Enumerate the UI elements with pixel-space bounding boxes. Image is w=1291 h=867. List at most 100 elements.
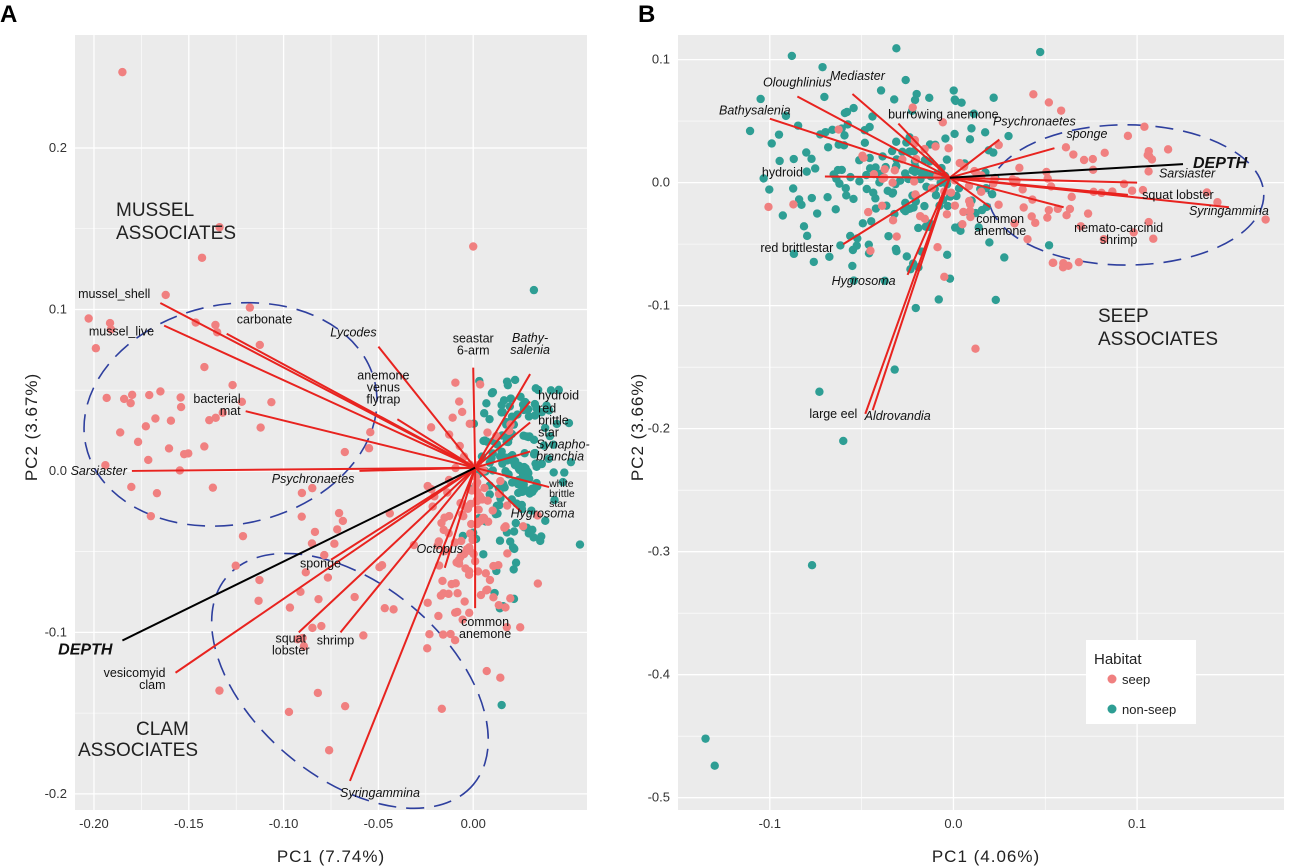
point-nonseep <box>497 408 506 417</box>
vector-line <box>163 324 476 469</box>
point-nonseep <box>788 184 798 193</box>
ticks-a: -0.20 -0.15 -0.10 -0.05 0.00 -0.2 -0.1 0.0 0.1 0.… <box>45 140 486 831</box>
point-nonseep <box>821 127 830 137</box>
point-nonseep <box>525 489 534 498</box>
point-nonseep <box>862 184 871 194</box>
point-seep <box>454 559 464 568</box>
point-nonseep <box>911 303 920 313</box>
point-seep <box>126 398 135 408</box>
vector-label: Lycodes <box>330 326 376 340</box>
group-label-mussel-2: ASSOCIATES <box>116 223 236 244</box>
depth-vector <box>949 163 1184 179</box>
point-seep <box>115 428 125 437</box>
vector-line <box>949 176 1230 209</box>
point-seep <box>184 449 193 458</box>
vector-line <box>396 418 476 469</box>
point-nonseep <box>989 93 998 102</box>
vector-label: Aldrovandia <box>864 409 931 423</box>
point-nonseep <box>511 518 520 528</box>
point-nonseep <box>778 211 788 220</box>
point-nonseep <box>529 285 539 295</box>
y-tick-label: 0.2 <box>49 140 67 155</box>
point-seep <box>462 545 472 554</box>
point-seep <box>938 118 948 127</box>
point-nonseep <box>891 244 901 254</box>
point-seep <box>533 579 543 588</box>
point-seep <box>496 673 505 682</box>
point-nonseep <box>989 148 998 157</box>
point-seep <box>1261 215 1270 224</box>
point-seep <box>1069 150 1078 159</box>
vector-line <box>769 117 951 179</box>
point-nonseep <box>1000 253 1009 262</box>
vector-label: shrimp <box>317 633 355 647</box>
y-tick-label: -0.3 <box>648 544 670 559</box>
point-seep <box>101 460 110 470</box>
vector-label: Psychronaetes <box>993 115 1076 129</box>
point-seep <box>451 378 460 387</box>
point-nonseep <box>836 241 845 250</box>
point-seep <box>152 488 162 498</box>
vector-line <box>871 177 951 411</box>
y-tick-label: -0.1 <box>45 624 67 639</box>
point-seep <box>176 393 185 402</box>
point-seep <box>458 615 467 624</box>
panel-letter-a: A <box>0 1 17 28</box>
point-nonseep <box>957 98 966 107</box>
point-nonseep <box>841 184 850 193</box>
x-tick-label: 0.00 <box>461 816 486 831</box>
point-seep <box>1027 212 1036 221</box>
point-seep <box>1010 219 1019 228</box>
vector-line <box>226 332 476 469</box>
point-nonseep <box>745 126 755 136</box>
point-seep <box>1129 228 1138 237</box>
point-seep <box>1123 131 1133 141</box>
y-tick-label: 0.1 <box>49 301 67 316</box>
point-seep <box>380 603 389 613</box>
point-seep <box>1140 122 1149 131</box>
point-seep <box>466 529 475 538</box>
vector-label: Sarsiaster <box>71 464 128 478</box>
point-nonseep <box>884 231 893 241</box>
point-seep <box>488 506 497 515</box>
point-nonseep <box>549 440 558 449</box>
point-nonseep <box>839 436 848 446</box>
point-seep <box>482 586 491 595</box>
point-seep <box>166 416 176 425</box>
vector-line <box>474 421 531 469</box>
x-tick-label: -0.15 <box>174 816 204 831</box>
group-label-mussel-1: MUSSEL <box>116 200 194 221</box>
vector-label: common anemone <box>974 212 1026 238</box>
point-nonseep <box>759 174 768 183</box>
point-nonseep <box>823 192 832 202</box>
point-nonseep <box>880 276 890 286</box>
point-seep <box>330 539 339 548</box>
point-nonseep <box>522 432 531 441</box>
vector-label: Bathy-salenia <box>510 331 550 357</box>
point-nonseep <box>787 51 797 61</box>
point-nonseep <box>575 540 585 549</box>
point-seep <box>481 569 491 578</box>
point-seep <box>494 600 503 610</box>
vector-line <box>339 467 476 634</box>
point-nonseep <box>807 154 816 164</box>
point-seep <box>971 344 980 353</box>
y-tick-label: -0.2 <box>648 421 670 436</box>
point-nonseep <box>891 137 901 146</box>
point-seep <box>1074 257 1084 267</box>
point-nonseep <box>530 449 539 458</box>
point-seep <box>317 621 326 631</box>
vector-label: Mediaster <box>830 69 886 83</box>
point-nonseep <box>820 92 829 102</box>
y-tick-label: -0.2 <box>45 786 67 801</box>
point-nonseep <box>1004 131 1013 141</box>
vector-label: Syringammina <box>1189 204 1269 218</box>
vector-label: Hygrosoma <box>832 274 896 288</box>
point-nonseep <box>503 380 513 390</box>
vector-line <box>472 367 477 468</box>
vector-label: seastar 6-arm <box>453 332 494 358</box>
point-seep <box>218 408 227 417</box>
point-seep <box>133 437 143 447</box>
point-seep <box>964 196 974 206</box>
point-nonseep <box>949 86 958 95</box>
